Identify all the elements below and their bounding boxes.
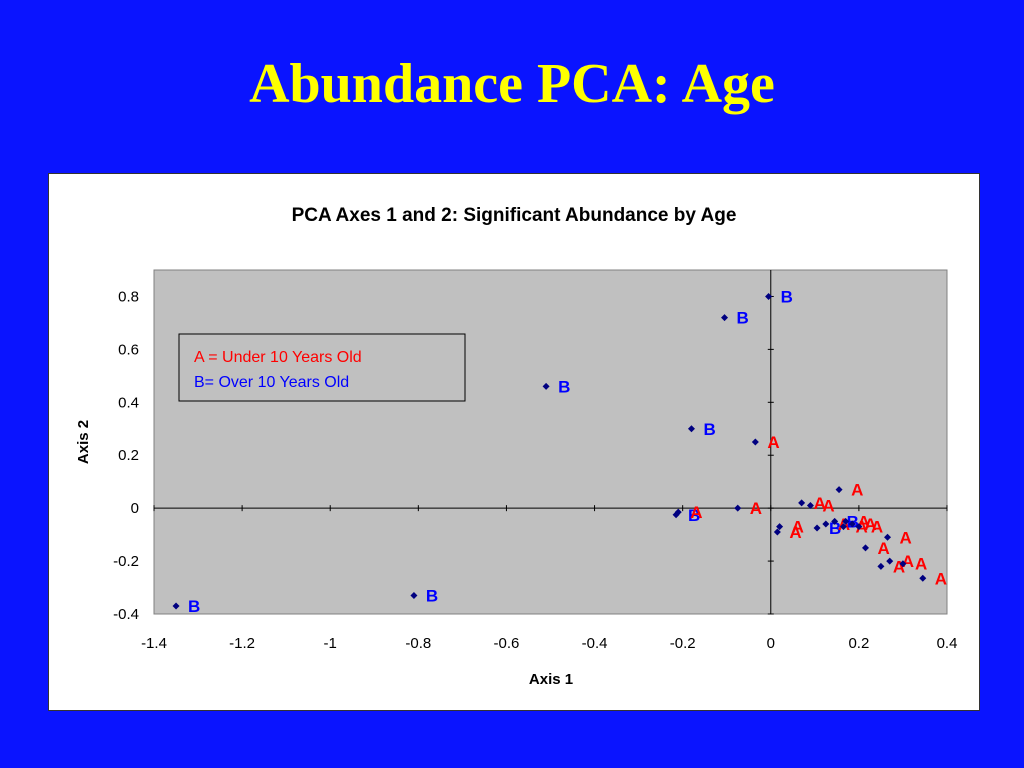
data-point-marker [798, 499, 806, 507]
chart-title: PCA Axes 1 and 2: Significant Abundance … [292, 205, 737, 226]
data-point-label: B [426, 586, 438, 605]
data-point-label: A [750, 499, 762, 518]
data-point-marker [842, 517, 850, 525]
data-point-marker [839, 523, 847, 531]
data-points: BBBBBBBAAAAAAABABAAAAAAAAAAA [172, 287, 947, 616]
scatter-chart: PCA Axes 1 and 2: Significant Abundance … [75, 205, 957, 688]
x-axis-label: Axis 1 [529, 671, 573, 688]
data-point-marker [831, 517, 839, 525]
plot-area [153, 269, 948, 615]
data-point-marker [687, 425, 695, 433]
data-point-marker [410, 591, 418, 599]
x-tick-label: -0.4 [582, 635, 608, 652]
data-point-marker [813, 524, 821, 532]
data-point-label: A [902, 552, 914, 571]
data-point-label: A [767, 433, 779, 452]
data-point-marker [886, 557, 894, 565]
data-point-label: A [864, 515, 876, 534]
y-tick-label: -0.2 [113, 553, 139, 570]
data-point-marker [674, 508, 682, 516]
x-tick-label: -0.2 [670, 635, 696, 652]
data-point-marker [848, 520, 856, 528]
data-point-marker [542, 382, 550, 390]
y-axis-label: Axis 2 [75, 420, 92, 464]
data-point-marker [765, 292, 773, 300]
data-point-label: A [915, 555, 927, 574]
x-tick-label: -1.4 [141, 635, 167, 652]
y-tick-label: 0.4 [118, 394, 139, 411]
data-point-label: A [814, 494, 826, 513]
x-tick-label: 0.4 [937, 635, 958, 652]
x-tick-label: -1.2 [229, 635, 255, 652]
y-tick-label: -0.4 [113, 606, 139, 623]
y-tick-label: 0.2 [118, 447, 139, 464]
data-point-marker [855, 523, 863, 531]
data-point-label: A [792, 518, 804, 537]
data-point-marker [919, 574, 927, 582]
data-point-label: B [188, 597, 200, 616]
x-tick-label: 0 [767, 635, 775, 652]
data-point-marker [822, 520, 830, 528]
x-tick-label: -0.8 [405, 635, 431, 652]
data-point-label: A [851, 481, 863, 500]
data-point-label: A [935, 569, 947, 588]
data-point-label: B [829, 519, 841, 538]
y-tick-label: 0.8 [118, 288, 139, 305]
data-point-label: A [871, 518, 883, 537]
legend-entry-b: B= Over 10 Years Old [194, 374, 349, 391]
data-point-marker [734, 504, 742, 512]
data-point-label: B [781, 287, 793, 306]
data-point-marker [861, 544, 869, 552]
data-point-marker [172, 602, 180, 610]
x-tick-label: -1 [324, 635, 337, 652]
tick-labels: -1.4 -1.2 -1 -0.8 -0.6 -0.4 -0.2 0 0.2 0.4 -0.4 -0.… [113, 288, 957, 652]
data-point-label: B [737, 309, 749, 328]
chart-frame: PCA Axes 1 and 2: Significant Abundance … [48, 173, 980, 711]
y-tick-label: 0.6 [118, 341, 139, 358]
legend-box [178, 333, 466, 402]
axes [153, 270, 948, 615]
slide-title: Abundance PCA: Age [249, 53, 775, 115]
data-point-label: A [900, 528, 912, 547]
data-point-label: A [877, 539, 889, 558]
data-point-marker [806, 502, 814, 510]
data-point-label: A [690, 503, 702, 522]
data-point-label: B [703, 420, 715, 439]
legend: A = Under 10 Years Old B= Over 10 Years … [178, 333, 466, 402]
data-point-marker [776, 523, 784, 531]
data-point-label: B [558, 377, 570, 396]
data-point-marker [884, 533, 892, 541]
data-point-marker [773, 528, 781, 536]
data-point-marker [721, 314, 729, 322]
y-tick-label: 0 [131, 500, 139, 517]
x-tick-label: -0.6 [494, 635, 520, 652]
legend-entry-a: A = Under 10 Years Old [194, 349, 362, 366]
x-tick-label: 0.2 [848, 635, 869, 652]
data-point-label: B [688, 506, 700, 525]
data-point-label: A [822, 497, 834, 516]
data-point-marker [835, 486, 843, 494]
data-point-marker [877, 562, 885, 570]
data-point-marker [899, 560, 907, 568]
data-point-marker [751, 438, 759, 446]
data-point-label: A [789, 523, 801, 542]
